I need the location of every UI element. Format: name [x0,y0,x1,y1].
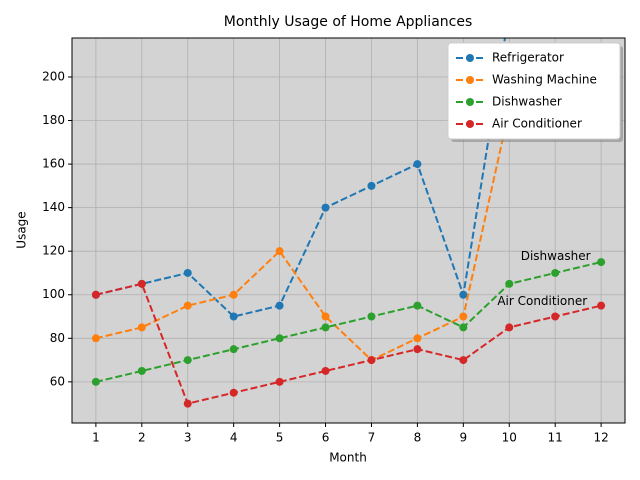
data-point [275,334,284,343]
data-point [137,323,146,332]
data-point [367,312,376,321]
data-point [275,377,284,386]
x-tick-label: 2 [138,431,146,445]
series-line [95,38,506,318]
legend-label: Refrigerator [492,51,564,65]
data-point [137,366,146,375]
x-tick-label: 5 [276,431,284,445]
data-point [505,279,514,288]
x-tick-label: 6 [322,431,330,445]
x-tick-label: 10 [502,431,517,445]
data-point [183,399,192,408]
data-point [321,203,330,212]
data-point [183,268,192,277]
data-point [275,301,284,310]
annotation: Dishwasher [521,249,591,263]
x-tick-label: 1 [92,431,100,445]
data-point [459,290,468,299]
x-axis-label: Month [329,451,367,465]
data-point [551,268,560,277]
x-tick-label: 12 [593,431,608,445]
legend-label: Washing Machine [492,73,597,87]
data-point [413,160,422,169]
data-point [459,323,468,332]
y-tick-label: 160 [42,157,65,171]
legend-label: Air Conditioner [492,117,582,131]
data-point [229,388,238,397]
legend-marker [466,54,474,62]
legend-marker [466,120,474,128]
legend-box [447,42,621,140]
data-point [91,334,100,343]
data-point [229,345,238,354]
data-point [505,8,513,16]
data-point [229,290,238,299]
data-point [367,356,376,365]
data-point [321,323,330,332]
data-point [413,301,422,310]
data-point [413,345,422,354]
data-point [597,301,606,310]
data-point [597,258,606,267]
x-tick-label: 7 [368,431,376,445]
data-point [91,290,100,299]
x-tick-label: 4 [230,431,238,445]
data-point [505,323,514,332]
y-tick-label: 60 [50,374,65,388]
x-tick-label: 8 [414,431,422,445]
series-line [95,261,602,383]
data-point [275,247,284,256]
x-tick-label: 3 [184,431,192,445]
y-tick-label: 100 [42,287,65,301]
y-axis-label: Usage [15,211,29,248]
data-point [459,312,468,321]
y-tick-label: 200 [42,69,65,83]
data-point [183,356,192,365]
y-tick-label: 80 [50,331,65,345]
legend-marker [466,76,474,84]
plot-frame [71,37,626,424]
data-point [413,334,422,343]
chart-title: Monthly Usage of Home Appliances [224,14,473,30]
data-point [367,181,376,190]
y-tick-label: 180 [42,113,65,127]
series-line [95,282,602,405]
data-point [321,312,330,321]
data-point [137,279,146,288]
data-point [91,377,100,386]
data-point [551,312,560,321]
legend-marker [466,98,474,106]
data-point [183,301,192,310]
x-tick-label: 9 [460,431,468,445]
data-point [321,366,330,375]
legend-label: Dishwasher [492,95,562,109]
data-point [229,312,238,321]
data-point [459,356,468,365]
x-tick-label: 11 [548,431,563,445]
y-tick-label: 140 [42,200,65,214]
y-tick-label: 120 [42,244,65,258]
annotation: Air Conditioner [497,294,587,308]
